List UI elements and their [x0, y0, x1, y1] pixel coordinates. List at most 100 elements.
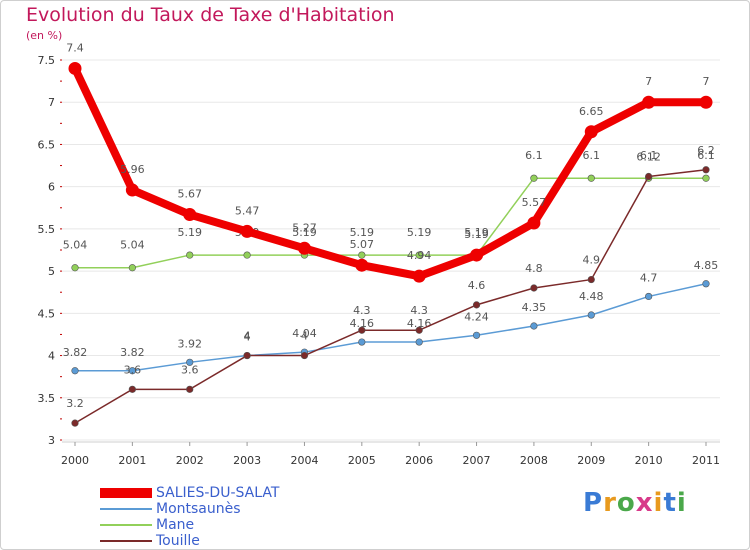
- data-label-0: 6.65: [579, 105, 604, 118]
- series-point-0: [699, 95, 713, 109]
- series-point-2: [71, 264, 79, 272]
- x-tick-label: 2000: [61, 454, 89, 467]
- x-tick-label: 2008: [520, 454, 548, 467]
- series-line-3: [74, 169, 707, 424]
- series-point-0: [355, 258, 369, 272]
- x-tick-label: 2001: [118, 454, 146, 467]
- series-point-3: [645, 172, 653, 181]
- series-point-3: [472, 301, 481, 309]
- data-label-1: 4.48: [579, 290, 604, 303]
- data-label-0: 7: [703, 75, 710, 88]
- series-point-2: [530, 174, 538, 182]
- data-label-3: 4.6: [468, 279, 486, 292]
- data-label-3: 4.3: [410, 304, 428, 317]
- data-label-1: 4.7: [640, 271, 658, 284]
- series-point-1: [645, 292, 653, 301]
- data-label-3: 4.9: [583, 254, 601, 267]
- legend-swatch-touille: [100, 540, 152, 542]
- data-label-1: 3.82: [63, 346, 88, 359]
- series-line-0: [71, 64, 710, 281]
- x-tick-label: 2007: [463, 454, 491, 467]
- data-label-2: 5.19: [464, 226, 489, 239]
- series-point-0: [183, 208, 197, 222]
- y-tick-label: 3.5: [38, 392, 56, 405]
- x-tick-label: 2009: [577, 454, 605, 467]
- y-tick-label: 4.5: [38, 307, 56, 320]
- legend-swatch-mane: [100, 524, 152, 526]
- series-point-1: [71, 367, 79, 375]
- series-point-3: [186, 385, 194, 393]
- series-point-2: [415, 251, 423, 259]
- data-label-0: 5.47: [235, 204, 260, 217]
- series-point-2: [243, 251, 251, 259]
- series-point-3: [530, 284, 538, 292]
- x-tick-label: 2006: [405, 454, 433, 467]
- x-tick-label: 2002: [176, 454, 204, 467]
- data-label-3: 4: [301, 330, 308, 343]
- series-point-0: [527, 216, 541, 230]
- series-line-1: [74, 283, 707, 372]
- y-tick-label: 3: [48, 434, 55, 447]
- series-point-0: [68, 61, 82, 75]
- series-point-3: [243, 351, 251, 360]
- data-label-2: 5.04: [120, 239, 145, 252]
- data-label-3: 6.12: [636, 151, 661, 164]
- y-tick-label: 7: [48, 96, 55, 109]
- series-point-1: [415, 338, 423, 346]
- legend-label-touille: Touille: [156, 533, 200, 549]
- series-point-0: [412, 269, 426, 283]
- series-point-3: [128, 385, 136, 393]
- data-label-2: 6.1: [697, 149, 715, 162]
- series-point-0: [125, 183, 139, 197]
- series-point-1: [587, 311, 595, 319]
- data-label-1: 4.24: [464, 310, 489, 323]
- series-point-1: [530, 322, 538, 330]
- data-label-2: 5.19: [177, 226, 202, 239]
- data-label-3: 4.8: [525, 262, 543, 275]
- data-label-2: 5.04: [63, 239, 88, 252]
- data-label-1: 3.92: [177, 337, 202, 350]
- legend-swatch-montsaunes: [100, 508, 152, 510]
- series-point-0: [297, 241, 311, 255]
- data-label-0: 7: [645, 75, 652, 88]
- x-tick-label: 2011: [692, 454, 720, 467]
- legend-label-salies: SALIES-DU-SALAT: [156, 485, 280, 501]
- data-label-1: 4: [244, 331, 251, 344]
- series-point-2: [128, 264, 136, 272]
- series-point-3: [358, 326, 366, 334]
- series-point-1: [472, 331, 481, 339]
- data-label-3: 6.2: [697, 144, 715, 157]
- series-point-2: [186, 251, 194, 259]
- x-tick-label: 2005: [348, 454, 376, 467]
- legend-label-mane: Mane: [156, 517, 195, 533]
- series-point-1: [186, 358, 194, 366]
- data-label-0: 4.94: [407, 249, 432, 262]
- y-tick-label: 5.5: [38, 223, 56, 236]
- y-tick-label: 5: [48, 265, 55, 278]
- series-point-2: [587, 174, 595, 182]
- chart-title: Evolution du Taux de Taxe d'Habitation: [26, 4, 395, 26]
- data-label-1: 4.85: [694, 259, 719, 272]
- x-tick-label: 2004: [290, 454, 318, 467]
- series-point-2: [358, 251, 366, 259]
- data-label-2: 6.1: [525, 149, 543, 162]
- data-label-2: 6.1: [640, 149, 658, 162]
- series-point-3: [587, 275, 595, 284]
- data-label-2: 5.19: [407, 226, 432, 239]
- series-point-3: [702, 166, 710, 174]
- series-line-2: [74, 177, 707, 269]
- data-label-0: 5.96: [120, 163, 145, 176]
- series-point-1: [702, 280, 710, 288]
- data-label-2: 6.1: [583, 149, 601, 162]
- y-tick-label: 7.5: [38, 54, 56, 67]
- data-label-1: 4.16: [350, 317, 375, 330]
- y-tick-label: 6: [48, 181, 55, 194]
- y-tick-label: 6.5: [38, 138, 56, 151]
- data-label-0: 5.57: [522, 196, 547, 209]
- data-label-0: 5.19: [464, 228, 489, 241]
- data-label-3: 3.2: [66, 397, 84, 410]
- data-label-3: 4.3: [353, 304, 371, 317]
- x-tick-label: 2003: [233, 454, 261, 467]
- series-point-3: [300, 351, 309, 360]
